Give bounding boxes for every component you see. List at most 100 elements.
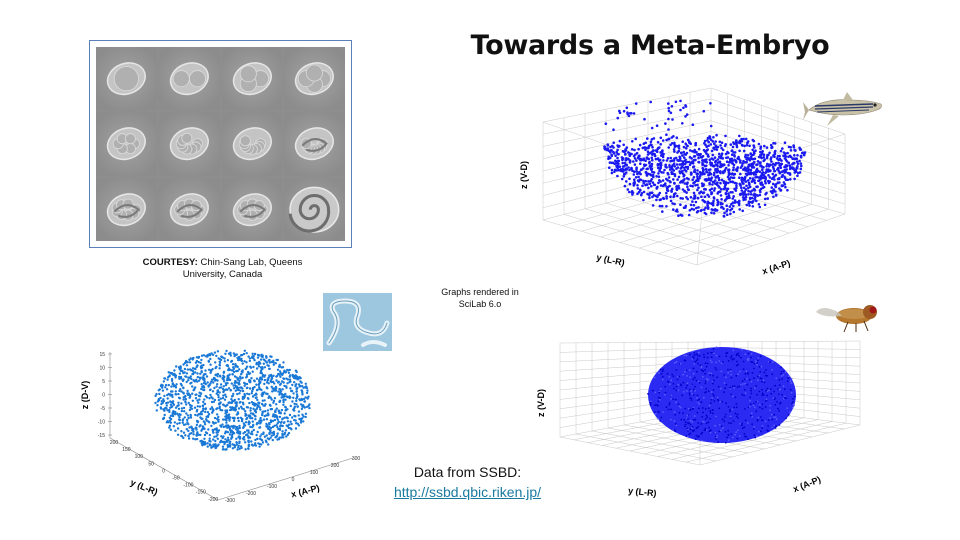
worm-point	[170, 377, 174, 381]
ssbd-link[interactable]: http://ssbd.qbic.riken.jp/	[393, 484, 542, 500]
zebrafish-point	[761, 176, 764, 180]
worm-point	[181, 421, 184, 424]
zebrafish-point	[684, 142, 687, 145]
zebrafish-point	[650, 162, 654, 166]
drosophila-point	[730, 355, 733, 357]
worm-point	[238, 447, 241, 450]
zebrafish-point	[684, 161, 688, 164]
zebrafish-point	[697, 156, 700, 160]
worm-point	[177, 396, 181, 399]
drosophila-point	[701, 431, 704, 434]
zebrafish-point	[679, 196, 682, 200]
zebrafish-point	[738, 149, 741, 153]
worm-point	[262, 404, 265, 407]
drosophila-point	[747, 357, 750, 360]
worm-point	[198, 425, 201, 428]
worm-point	[260, 433, 263, 436]
worm-point	[221, 403, 225, 406]
zebrafish-point	[722, 180, 726, 183]
worm-point	[214, 421, 217, 424]
worm-point	[290, 428, 293, 431]
zebrafish-point	[710, 211, 713, 214]
zebrafish-point	[656, 166, 660, 170]
worm-point	[241, 362, 244, 365]
drosophila-point	[718, 430, 720, 433]
worm-point	[282, 361, 285, 364]
worm-point	[308, 406, 311, 410]
zebrafish-point	[783, 183, 787, 186]
drosophila-point	[691, 383, 694, 386]
worm-point	[209, 357, 212, 361]
drosophila-point	[715, 368, 718, 371]
worm-point	[278, 436, 281, 439]
worm-point	[204, 382, 207, 386]
worm-point	[187, 379, 190, 382]
worm-point	[289, 404, 292, 408]
worm-point	[253, 394, 256, 397]
zebrafish-point	[644, 171, 648, 174]
drosophila-point	[737, 429, 739, 432]
drosophila-point	[724, 431, 727, 433]
zebrafish-point	[770, 160, 773, 163]
worm-point	[163, 377, 167, 380]
drosophila-point	[774, 403, 777, 406]
worm-point	[292, 392, 295, 395]
worm-point	[179, 413, 182, 416]
worm-point	[243, 384, 246, 387]
worm-point	[280, 393, 284, 396]
zebrafish-point	[677, 149, 681, 153]
worm-point	[267, 359, 270, 362]
zebrafish-point	[697, 186, 700, 189]
drosophila-point	[690, 399, 693, 401]
drosophila-point	[748, 378, 751, 381]
zebrafish-point	[754, 193, 758, 197]
worm-point	[188, 368, 192, 371]
drosophila-point	[706, 416, 709, 419]
zebrafish-point	[701, 163, 705, 166]
zebrafish-point	[738, 192, 742, 196]
worm-point	[211, 410, 214, 413]
worm-point	[238, 379, 241, 382]
worm-point	[263, 435, 267, 438]
zebrafish-point	[685, 113, 689, 116]
worm-point	[218, 361, 222, 364]
zebrafish-point	[651, 158, 654, 162]
drosophila-point	[750, 392, 753, 395]
zebrafish-point	[711, 180, 715, 184]
drosophila-point	[715, 354, 718, 357]
worm-point	[169, 400, 172, 403]
worm-point	[203, 433, 207, 437]
drosophila-point	[727, 429, 730, 432]
zebrafish-point	[698, 191, 701, 194]
worm-point	[274, 436, 277, 439]
worm-point	[258, 406, 261, 409]
worm-point	[169, 403, 173, 406]
zebrafish-point	[742, 137, 745, 141]
worm-point	[238, 392, 241, 395]
worm-point	[208, 384, 211, 387]
zebrafish-point	[786, 151, 789, 155]
worm-point	[220, 425, 223, 428]
worm-point	[252, 365, 255, 369]
worm-point	[276, 418, 279, 421]
zebrafish-point	[646, 150, 650, 153]
zebrafish-point	[770, 156, 773, 159]
zebrafish-point	[757, 142, 761, 146]
worm-point	[245, 382, 249, 386]
drosophila-point	[659, 368, 662, 371]
drosophila-point	[732, 349, 735, 352]
worm-point	[162, 408, 165, 411]
zebrafish-point	[612, 150, 615, 154]
zebrafish-point	[783, 176, 787, 180]
worm-point	[247, 355, 250, 358]
drosophila-point	[721, 400, 723, 403]
worm-point	[204, 369, 207, 372]
worm-point	[174, 429, 177, 432]
worm-point	[232, 392, 235, 396]
zebrafish-point	[701, 191, 705, 195]
worm-point	[278, 383, 282, 386]
worm-point	[241, 395, 245, 399]
zebrafish-point	[617, 162, 620, 165]
worm-point	[222, 385, 225, 388]
drosophila-point	[717, 441, 720, 444]
